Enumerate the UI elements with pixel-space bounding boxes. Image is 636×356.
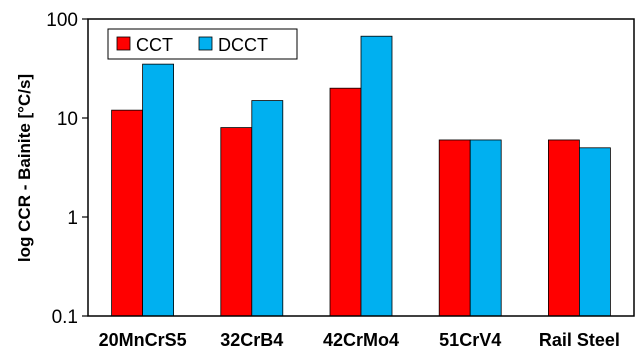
y-tick-label: 1 xyxy=(67,208,78,229)
x-tick-label: 51CrV4 xyxy=(439,330,501,350)
bar-dcct-3 xyxy=(469,139,502,317)
bar-cct-2 xyxy=(329,87,362,317)
y-tick-label: 100 xyxy=(46,10,78,31)
bar-cct-4 xyxy=(548,139,580,317)
bar-cct-0 xyxy=(111,109,143,317)
x-tick-label: 20MnCrS5 xyxy=(99,330,187,350)
plot-area-frame xyxy=(87,18,635,317)
bar-dcct-0 xyxy=(142,63,175,317)
bar-dcct-4 xyxy=(579,147,611,317)
x-tick-labels: 20MnCrS5 32CrB4 42CrMo4 51CrV4 Rail Steel xyxy=(99,330,620,350)
y-tick-label: 0.1 xyxy=(52,307,78,328)
legend-label-cct: CCT xyxy=(136,35,173,55)
bar-cct-3 xyxy=(438,139,471,317)
y-tick-labels: 0.1 1 10 100 xyxy=(46,10,88,328)
x-tick-label: 32CrB4 xyxy=(220,330,283,350)
bar-cct-1 xyxy=(220,127,253,317)
y-axis-label: log CCR - Bainite [°C/s] xyxy=(15,74,34,262)
bars xyxy=(111,35,611,317)
y-tick-label: 10 xyxy=(57,109,78,130)
bar-dcct-1 xyxy=(251,100,284,317)
bar-dcct-2 xyxy=(360,35,393,317)
legend-label-dcct: DCCT xyxy=(218,35,268,55)
legend-swatch-cct xyxy=(116,36,131,51)
x-tick-label: 42CrMo4 xyxy=(323,330,399,350)
legend: CCT DCCT xyxy=(107,28,298,60)
legend-swatch-dcct xyxy=(198,36,213,51)
x-tick-label: Rail Steel xyxy=(539,330,620,350)
